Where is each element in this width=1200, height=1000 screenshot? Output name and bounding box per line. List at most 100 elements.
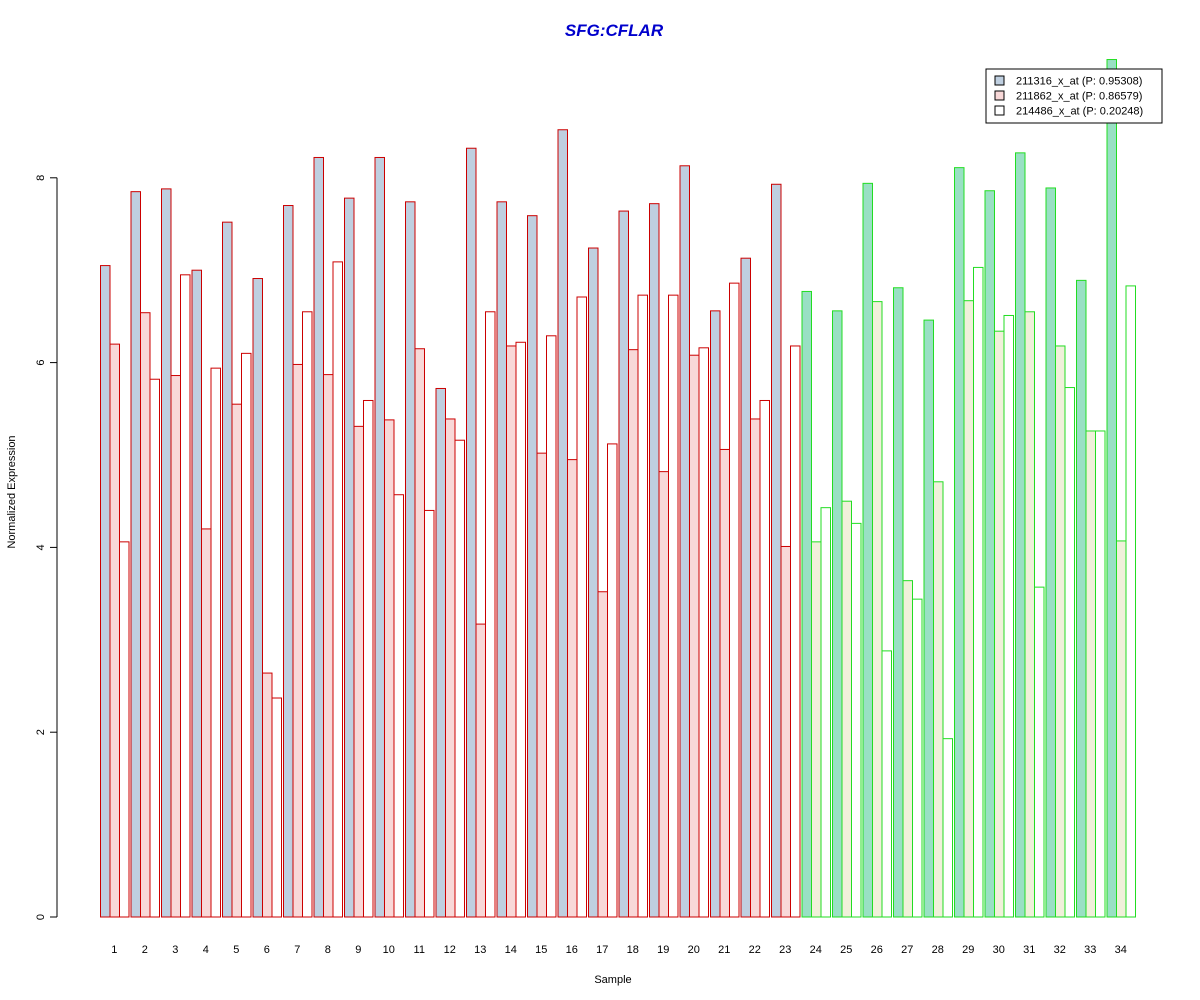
bar-s3-sample-32: [1064, 387, 1075, 918]
x-tick-label: 33: [1084, 944, 1096, 956]
x-tick-label: 25: [840, 944, 852, 956]
bar-s3-sample-16: [576, 296, 587, 918]
bar-s2-sample-7: [292, 363, 303, 918]
x-tick-label: 32: [1054, 944, 1066, 956]
y-axis-label: Normalized Expression: [6, 435, 18, 548]
x-tick-label: 12: [444, 944, 456, 956]
bar-s3-sample-31: [1034, 586, 1045, 918]
bar-s1-sample-2: [130, 191, 141, 918]
y-tick-label: 8: [35, 175, 47, 181]
x-tick-label: 14: [505, 944, 517, 956]
bar-s1-sample-14: [496, 201, 507, 918]
bar-s2-sample-8: [323, 374, 334, 918]
legend-label-3: 214486_x_at (P: 0.20248): [1016, 106, 1143, 118]
bar-s1-sample-27: [893, 287, 904, 918]
bar-s1-sample-4: [191, 269, 202, 918]
bar-s2-sample-10: [384, 419, 395, 918]
bar-s3-sample-1: [119, 541, 130, 918]
bar-s3-sample-18: [637, 294, 648, 918]
bar-s1-sample-20: [679, 165, 690, 918]
bar-s1-sample-30: [984, 190, 995, 918]
bar-s3-sample-23: [790, 345, 801, 918]
legend-box: [985, 68, 1163, 124]
bar-s2-sample-26: [872, 301, 883, 918]
bar-s2-sample-22: [750, 418, 761, 918]
bar-s3-sample-13: [485, 311, 496, 918]
bar-s2-sample-16: [567, 459, 578, 918]
bar-s3-sample-11: [424, 509, 435, 918]
bar-s3-sample-25: [851, 522, 862, 918]
bar-s2-sample-9: [353, 425, 364, 918]
bar-s3-sample-24: [820, 507, 831, 918]
x-tick-label: 29: [962, 944, 974, 956]
bar-s2-sample-4: [201, 528, 212, 918]
bar-s3-sample-22: [759, 399, 770, 918]
bar-s2-sample-13: [475, 623, 486, 918]
x-tick-label: 27: [901, 944, 913, 956]
bar-s2-sample-20: [689, 354, 700, 918]
bar-s3-sample-28: [942, 738, 953, 918]
bar-s1-sample-25: [832, 310, 843, 918]
bar-s3-sample-4: [210, 367, 221, 918]
bar-s3-sample-20: [698, 347, 709, 918]
bar-s2-sample-17: [597, 591, 608, 918]
x-tick-label: 10: [383, 944, 395, 956]
bar-s2-sample-21: [719, 448, 730, 918]
bar-s1-sample-24: [801, 290, 812, 918]
x-tick-label: 8: [325, 944, 331, 956]
bar-s2-sample-5: [231, 403, 242, 918]
x-tick-label: 13: [474, 944, 486, 956]
bar-s2-sample-11: [414, 348, 425, 918]
bar-s3-sample-30: [1003, 314, 1014, 918]
x-tick-label: 6: [264, 944, 270, 956]
x-tick-label: 23: [779, 944, 791, 956]
x-tick-label: 4: [203, 944, 209, 956]
x-tick-label: 5: [233, 944, 239, 956]
bar-s1-sample-6: [252, 278, 263, 918]
bar-s2-sample-3: [170, 375, 181, 918]
bar-s1-sample-23: [771, 183, 782, 918]
bar-s1-sample-7: [283, 205, 294, 918]
bar-s1-sample-1: [100, 265, 111, 918]
bar-s3-sample-12: [454, 439, 465, 918]
bar-s3-sample-19: [668, 294, 679, 918]
bar-s3-sample-17: [607, 443, 618, 918]
bar-s3-sample-21: [729, 282, 740, 918]
bar-s2-sample-34: [1116, 540, 1127, 918]
x-tick-label: 19: [657, 944, 669, 956]
bar-s1-sample-21: [710, 310, 721, 918]
bar-s2-sample-24: [811, 541, 822, 918]
x-tick-label: 9: [355, 944, 361, 956]
x-tick-label: 31: [1023, 944, 1035, 956]
bar-s1-sample-34: [1106, 59, 1117, 918]
bar-s3-sample-2: [149, 378, 160, 918]
x-tick-label: 3: [172, 944, 178, 956]
bar-s1-sample-22: [740, 257, 751, 918]
bar-s1-sample-26: [862, 182, 873, 918]
bar-s3-sample-15: [546, 335, 557, 918]
bar-s1-sample-9: [344, 197, 355, 918]
bar-s3-sample-27: [912, 598, 923, 918]
y-axis: 0 2 4 6 8: [35, 175, 58, 920]
bar-s1-sample-31: [1015, 152, 1026, 918]
bar-s1-sample-13: [466, 147, 477, 918]
bar-s1-sample-5: [222, 221, 233, 918]
legend-swatch-3: [994, 105, 1005, 116]
bar-s1-sample-18: [618, 210, 629, 918]
bar-s1-sample-10: [374, 156, 385, 918]
bar-s1-sample-12: [435, 387, 446, 918]
bar-s1-sample-8: [313, 156, 324, 918]
bar-s2-sample-29: [963, 300, 974, 918]
bar-s1-sample-17: [588, 247, 599, 918]
bar-s3-sample-6: [271, 697, 282, 918]
bar-s3-sample-14: [515, 341, 526, 918]
bar-s1-sample-33: [1076, 279, 1087, 918]
x-tick-label: 16: [566, 944, 578, 956]
bar-s1-sample-29: [954, 167, 965, 918]
bar-s1-sample-3: [161, 188, 172, 918]
bar-s2-sample-1: [109, 343, 120, 918]
x-tick-label: 1: [111, 944, 117, 956]
bar-s1-sample-15: [527, 215, 538, 918]
chart-title: SFG:CFLAR: [565, 21, 664, 40]
